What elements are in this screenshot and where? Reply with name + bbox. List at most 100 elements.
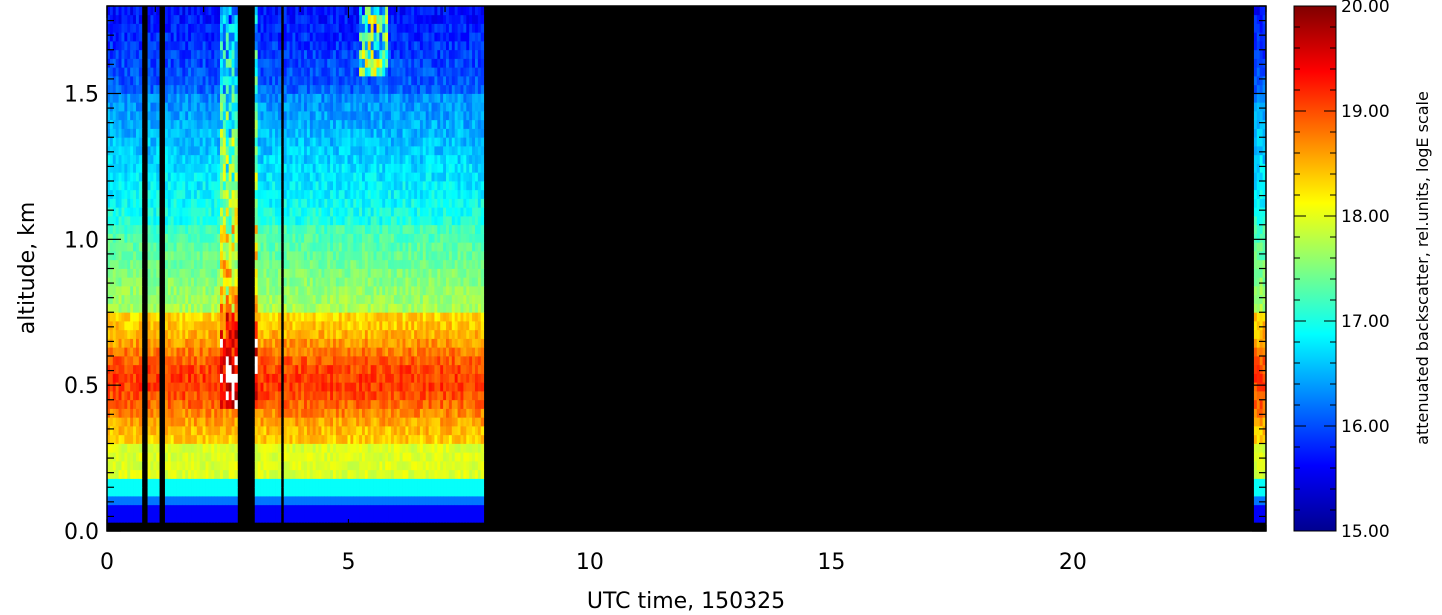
heatmap-cell (182, 111, 186, 121)
heatmap-cell (199, 233, 204, 243)
heatmap-cell (353, 382, 357, 392)
heatmap-cell (217, 364, 221, 374)
heatmap-cell (135, 76, 140, 86)
heatmap-cell (257, 321, 261, 331)
heatmap-cell (292, 242, 296, 252)
heatmap-cell (164, 146, 169, 156)
heatmap-cell (133, 32, 137, 42)
heatmap-cell (283, 408, 288, 418)
heatmap-cell (225, 251, 230, 261)
heatmap-cell (361, 242, 366, 252)
heatmap-cell (301, 189, 305, 199)
heatmap-cell (199, 181, 204, 191)
heatmap-cell (263, 469, 267, 479)
heatmap-cell (338, 286, 343, 296)
heatmap-cell (182, 259, 186, 269)
heatmap-cell (130, 224, 134, 234)
heatmap-cell (370, 268, 374, 278)
heatmap-cell (188, 382, 192, 392)
heatmap-cell (286, 312, 290, 322)
heatmap-cell (193, 373, 198, 383)
heatmap-cell (370, 461, 374, 471)
heatmap-cell (283, 67, 288, 77)
heatmap-cell (211, 146, 215, 156)
heatmap-cell (263, 41, 267, 51)
heatmap-cell (150, 321, 154, 331)
heatmap-cell (356, 478, 360, 488)
heatmap-cell (109, 163, 114, 173)
heatmap-cell (121, 452, 125, 462)
heatmap-cell (234, 461, 238, 471)
heatmap-cell (370, 216, 374, 226)
heatmap-cell (295, 294, 299, 304)
heatmap-cell (289, 504, 293, 514)
heatmap-cell (324, 137, 328, 147)
heatmap-cell (220, 93, 224, 103)
heatmap-cell (133, 504, 137, 514)
heatmap-cell (196, 469, 201, 479)
heatmap-cell (277, 251, 282, 261)
heatmap-cell (257, 356, 261, 366)
heatmap-cell (138, 399, 143, 409)
heatmap-cell (361, 434, 366, 444)
heatmap-cell (115, 364, 119, 374)
heatmap-cell (130, 417, 134, 427)
heatmap-cell (167, 137, 172, 147)
heatmap-cell (185, 338, 189, 348)
heatmap-cell (338, 338, 343, 348)
heatmap-cell (257, 111, 261, 121)
heatmap-cell (182, 32, 186, 42)
heatmap-cell (133, 216, 137, 226)
heatmap-cell (164, 242, 169, 252)
heatmap-cell (112, 84, 117, 94)
heatmap-cell (118, 347, 122, 357)
heatmap-cell (376, 189, 380, 199)
heatmap-cell (191, 181, 195, 191)
heatmap-cell (330, 268, 334, 278)
heatmap-cell (217, 14, 221, 24)
heatmap-cell (379, 6, 383, 16)
heatmap-cell (107, 58, 111, 68)
heatmap-cell (275, 364, 279, 374)
heatmap-cell (211, 469, 215, 479)
heatmap-cell (318, 417, 322, 427)
heatmap-cell (260, 128, 264, 138)
heatmap-cell (277, 242, 282, 252)
heatmap-cell (167, 452, 172, 462)
heatmap-cell (341, 49, 345, 59)
heatmap-cell (379, 14, 383, 24)
heatmap-cell (196, 496, 201, 506)
heatmap-cell (164, 41, 169, 51)
heatmap-cell (321, 487, 325, 497)
heatmap-cell (327, 294, 331, 304)
heatmap-cell (364, 146, 369, 156)
heatmap-cell (318, 443, 322, 453)
heatmap-cell (260, 303, 264, 313)
heatmap-cell (127, 268, 131, 278)
heatmap-cell (269, 399, 273, 409)
heatmap-cell (312, 408, 317, 418)
heatmap-cell (118, 286, 122, 296)
heatmap-cell (266, 76, 270, 86)
heatmap-cell (286, 207, 290, 217)
heatmap-cell (292, 224, 296, 234)
heatmap-cell (382, 434, 386, 444)
heatmap-cell (370, 382, 374, 392)
heatmap-cell (124, 303, 128, 313)
heatmap-cell (306, 321, 311, 331)
heatmap-cell (196, 277, 201, 287)
heatmap-cell (275, 181, 279, 191)
heatmap-cell (341, 513, 345, 523)
heatmap-cell (228, 233, 232, 243)
heatmap-cell (179, 478, 183, 488)
heatmap-cell (275, 504, 279, 514)
heatmap-cell (196, 111, 201, 121)
heatmap-cell (283, 426, 288, 436)
heatmap-cell (176, 128, 180, 138)
heatmap-cell (330, 233, 334, 243)
heatmap-cell (127, 356, 131, 366)
heatmap-cell (225, 181, 230, 191)
heatmap-cell (179, 137, 183, 147)
heatmap-cell (333, 321, 337, 331)
heatmap-cell (324, 321, 328, 331)
